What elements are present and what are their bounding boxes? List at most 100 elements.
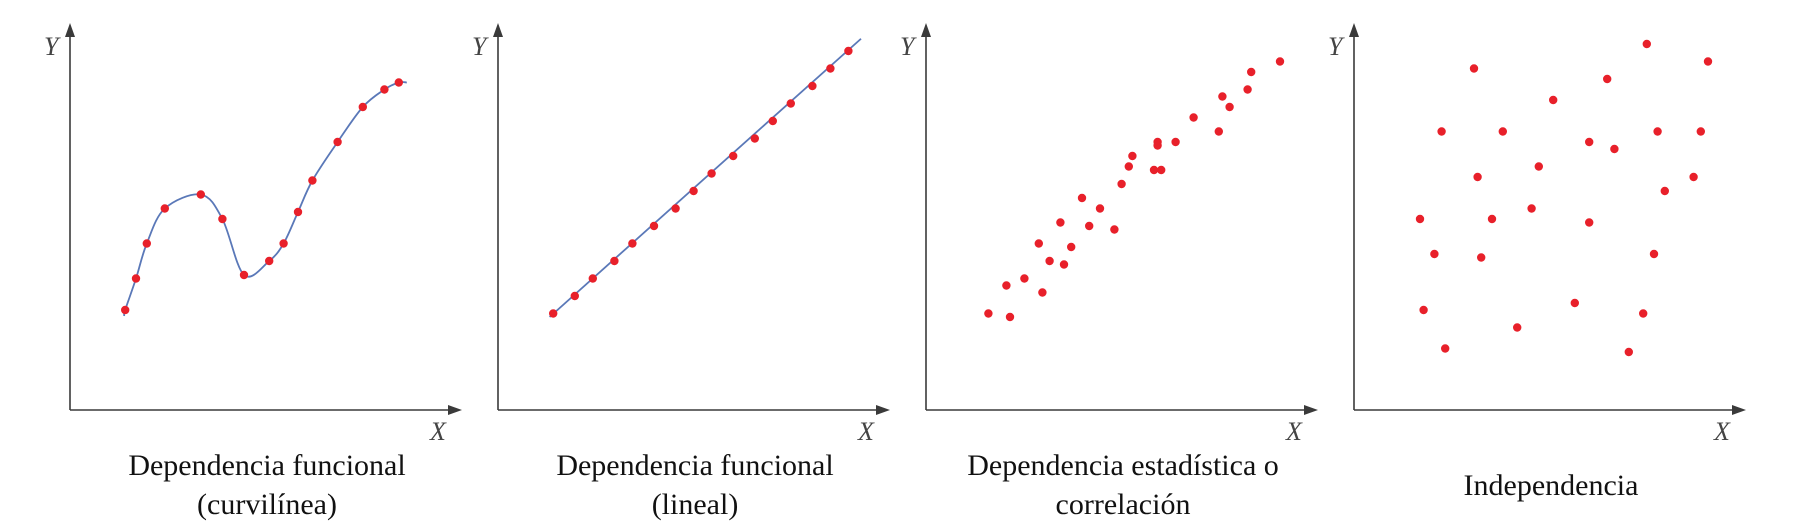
data-point xyxy=(689,186,698,196)
x-axis-arrow xyxy=(1304,405,1318,415)
data-point xyxy=(768,116,777,126)
data-point xyxy=(1603,74,1612,84)
data-point xyxy=(1642,39,1651,49)
data-point xyxy=(1473,172,1482,182)
data-point xyxy=(826,64,835,73)
x-axis-arrow xyxy=(1732,405,1746,415)
data-point xyxy=(1095,204,1105,213)
y-axis-label: Y xyxy=(900,32,917,61)
data-point xyxy=(1059,260,1069,269)
data-point xyxy=(1005,312,1015,322)
chart-title: Dependencia funcional (lineal) xyxy=(490,446,900,524)
data-point xyxy=(1124,162,1133,171)
data-point xyxy=(570,291,579,301)
chart-curvilinear: Y X Dependencia funcional (curvilínea) xyxy=(44,0,472,524)
chart-title-line: correlación xyxy=(1055,488,1191,521)
data-point xyxy=(358,102,367,112)
data-point xyxy=(750,134,759,143)
data-point xyxy=(1085,221,1094,231)
y-axis-arrow xyxy=(921,23,931,37)
data-point xyxy=(1214,127,1223,136)
fit-curve xyxy=(123,81,407,317)
y-axis-label: Y xyxy=(44,32,61,61)
data-point xyxy=(1570,298,1579,308)
data-point xyxy=(279,239,288,248)
data-point xyxy=(196,190,205,199)
data-point xyxy=(1513,323,1522,332)
data-point xyxy=(1128,151,1137,161)
x-axis-arrow xyxy=(448,405,462,415)
data-point xyxy=(549,309,558,318)
data-point xyxy=(1585,218,1594,227)
data-point xyxy=(1045,256,1054,266)
data-point xyxy=(786,99,795,108)
chart-title-line: Dependencia funcional xyxy=(556,449,834,482)
data-point xyxy=(1002,281,1011,290)
chart-independence: Y X Independencia xyxy=(1328,0,1756,524)
chart-title: Dependencia funcional (curvilínea) xyxy=(62,446,472,524)
data-point xyxy=(628,239,637,248)
chart-svg: YX xyxy=(44,23,462,446)
x-axis-arrow xyxy=(876,405,890,415)
data-point xyxy=(1110,225,1119,234)
y-axis-arrow xyxy=(65,23,75,37)
x-axis-label: X xyxy=(1713,417,1731,446)
data-point xyxy=(1034,239,1043,248)
chart-title: Dependencia estadística o correlación xyxy=(918,446,1328,524)
x-axis-label: X xyxy=(857,417,875,446)
data-point xyxy=(808,81,817,91)
data-point xyxy=(1689,172,1698,182)
chart-title-line: Dependencia estadística o xyxy=(967,449,1279,482)
chart-title-line: Dependencia funcional xyxy=(128,449,406,482)
data-point xyxy=(844,46,853,56)
data-point xyxy=(984,309,993,318)
x-axis-label: X xyxy=(429,417,447,446)
data-point xyxy=(160,204,169,213)
data-point xyxy=(1534,162,1543,171)
data-point xyxy=(1487,214,1497,224)
data-point xyxy=(1171,137,1180,147)
data-point xyxy=(1585,137,1594,147)
data-point xyxy=(1653,127,1662,136)
data-point xyxy=(1067,242,1076,252)
data-point xyxy=(1430,249,1439,259)
data-point xyxy=(380,85,389,94)
data-point xyxy=(265,256,274,266)
chart-title-line: (curvilínea) xyxy=(197,488,337,521)
data-point xyxy=(588,274,597,283)
y-axis-arrow xyxy=(1349,23,1359,37)
data-point xyxy=(1038,288,1047,297)
data-point xyxy=(121,305,130,315)
data-point xyxy=(142,239,151,248)
data-point xyxy=(649,221,659,231)
data-point xyxy=(1419,305,1428,315)
data-point xyxy=(308,176,317,185)
chart-svg: YX xyxy=(900,23,1318,446)
data-point xyxy=(1624,347,1633,357)
data-point xyxy=(1117,179,1126,189)
data-point xyxy=(1441,344,1450,353)
y-axis-label: Y xyxy=(1328,32,1345,61)
data-point xyxy=(707,169,716,178)
data-point xyxy=(1639,309,1648,318)
data-point xyxy=(1243,85,1252,94)
data-point xyxy=(1247,67,1256,77)
data-point xyxy=(1189,113,1198,122)
data-point xyxy=(1077,193,1087,203)
data-point xyxy=(1469,64,1479,73)
chart-svg: YX xyxy=(472,23,890,446)
data-point xyxy=(1056,218,1065,227)
data-point xyxy=(1218,92,1227,101)
chart-title: Independencia xyxy=(1346,466,1756,505)
data-point xyxy=(1157,165,1166,175)
data-point xyxy=(1498,127,1507,136)
data-point xyxy=(1275,57,1285,66)
data-point xyxy=(1225,102,1234,112)
y-axis-arrow xyxy=(493,23,503,37)
data-point xyxy=(1703,57,1713,66)
data-point xyxy=(1696,127,1705,136)
y-axis-label: Y xyxy=(472,32,489,61)
chart-title-line: (lineal) xyxy=(651,488,739,521)
chart-svg: YX xyxy=(1328,23,1746,446)
